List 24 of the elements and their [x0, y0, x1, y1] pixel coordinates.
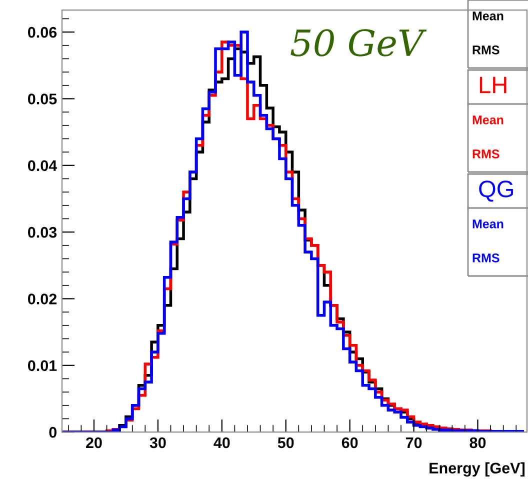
x-tick-label: 20 — [86, 437, 102, 448]
annotation: RMS — [472, 150, 500, 158]
y-tick-label: 0.03 — [28, 226, 57, 238]
annotation: RMS — [472, 46, 500, 54]
y-tick-label: 0.06 — [28, 26, 57, 38]
text: QG — [479, 180, 513, 202]
chart-title: 50 GeV — [290, 29, 427, 56]
annotation: Mean — [472, 12, 504, 20]
x-tick-label: 60 — [342, 437, 358, 448]
y-tick-label: 0.04 — [28, 160, 58, 172]
y-tick-label: 0 — [49, 426, 57, 438]
text: LH — [480, 76, 506, 94]
x-axis-title: Energy [GeV] — [430, 462, 525, 477]
annotation: Mean — [472, 116, 504, 124]
x-tick-label: 40 — [214, 437, 230, 448]
y-tick-label: 0.01 — [28, 360, 57, 372]
x-tick-label: 50 — [278, 437, 294, 448]
x-tick-label: 70 — [406, 437, 422, 448]
annotation: Mean — [472, 220, 504, 228]
y-tick-label: 0.05 — [28, 94, 57, 104]
y-tick-label: 0.02 — [28, 294, 57, 304]
x-tick-label: 80 — [470, 437, 486, 448]
x-tick-label: 30 — [150, 437, 166, 448]
annotation: RMS — [472, 254, 500, 262]
